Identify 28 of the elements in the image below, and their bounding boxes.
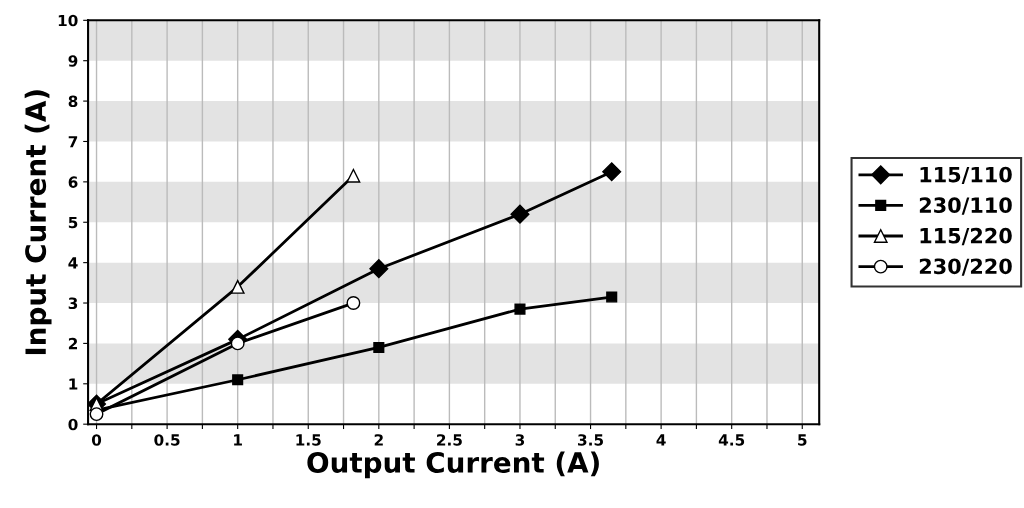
x-tick-label: 1.5 xyxy=(296,434,321,446)
y-tick-label: 10 xyxy=(58,14,78,27)
legend-label: 230/110 xyxy=(919,197,1012,215)
y-axis-title: Input Current (A) xyxy=(24,90,52,355)
x-tick-label: 2 xyxy=(374,434,383,446)
y-tick-label: 7 xyxy=(68,136,78,148)
x-tick-label: 4.5 xyxy=(718,434,745,446)
legend-label: 115/110 xyxy=(920,166,1012,185)
x-tick-label: 3.5 xyxy=(578,434,604,446)
x-tick-label: 5 xyxy=(798,434,807,446)
x-tick-label: 2.5 xyxy=(437,434,462,446)
legend-label: 230/220 xyxy=(919,258,1012,276)
y-tick-label: 4 xyxy=(68,257,78,269)
y-tick-label: 8 xyxy=(68,95,78,108)
y-tick-label: 5 xyxy=(68,216,78,229)
x-tick-label: 4 xyxy=(656,434,666,446)
y-tick-label: 3 xyxy=(68,297,78,310)
x-tick-label: 3 xyxy=(515,434,525,446)
y-tick-label: 0 xyxy=(68,418,78,431)
x-tick-label: 0 xyxy=(91,434,102,446)
x-tick-label: 1 xyxy=(234,434,242,446)
x-axis-title: Output Current (A) xyxy=(307,451,599,479)
y-tick-label: 1 xyxy=(69,378,78,390)
y-tick-label: 2 xyxy=(68,337,78,350)
y-tick-label: 9 xyxy=(68,55,78,67)
y-tick-label: 6 xyxy=(68,176,78,188)
legend-label: 115/220 xyxy=(920,227,1012,246)
x-tick-label: 0.5 xyxy=(154,434,180,446)
